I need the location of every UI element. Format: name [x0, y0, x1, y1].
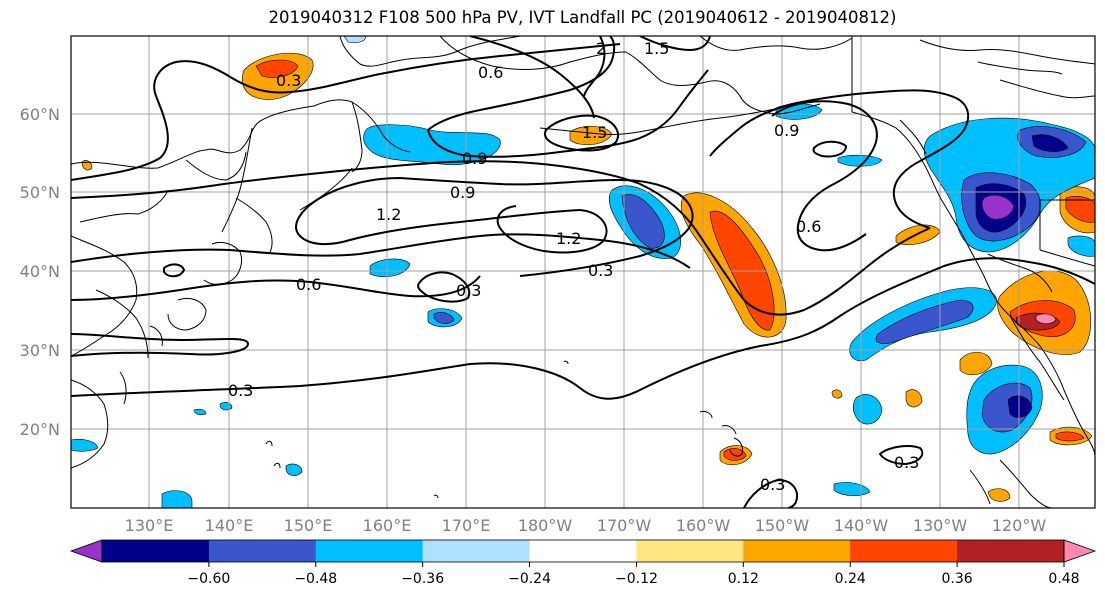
page-title: 2019040312 F108 500 hPa PV, IVT Landfall… — [268, 8, 897, 27]
colorbar-tick-label: −0.36 — [401, 571, 444, 587]
shaded-anomalies — [71, 36, 1095, 508]
colorbar-segment — [957, 540, 1065, 562]
colorbar-segment — [422, 540, 531, 562]
colorbar-tick-label: −0.60 — [187, 571, 230, 587]
contour-label: 0.6 — [296, 275, 321, 294]
contour-label: 0.3 — [894, 453, 919, 472]
lon-label: 170°W — [597, 516, 652, 535]
contour-label: 1.2 — [376, 205, 401, 224]
colorbar-extend-left — [69, 539, 103, 563]
colorbar-frame — [101, 539, 1065, 563]
lat-label: 60°N — [20, 105, 60, 124]
contour-labels: 0.3 0.6 2 1.5 1.5 0.9 0.9 1.2 1.2 0.6 0.… — [228, 39, 919, 494]
coastlines — [71, 36, 1095, 508]
contour-label: 0.3 — [588, 261, 613, 280]
colorbar-segment — [850, 540, 958, 562]
colorbar-tick-label: 0.12 — [728, 571, 759, 587]
map-frame — [70, 35, 1096, 509]
contour-label: 0.3 — [456, 281, 481, 300]
colorbar-extend-right — [1063, 539, 1097, 563]
colorbar-segment — [208, 540, 317, 562]
contour-label: 1.2 — [556, 229, 581, 248]
contour-label: 0.9 — [774, 121, 799, 140]
colorbar-tick-label: −0.48 — [294, 571, 337, 587]
lat-label: 30°N — [20, 341, 60, 360]
colorbar-segment — [529, 540, 637, 562]
contour-label: 0.3 — [760, 475, 785, 494]
contour-label: 2 — [596, 39, 606, 58]
colorbar-tick-label: −0.12 — [615, 571, 658, 587]
colorbar-segment — [636, 540, 744, 562]
contour-label: 1.5 — [644, 39, 669, 58]
lat-label: 50°N — [20, 183, 60, 202]
colorbar-tick-label: 0.36 — [942, 571, 973, 587]
lon-label: 150°W — [755, 516, 810, 535]
contour-label: 1.5 — [582, 123, 607, 142]
pv-contours — [71, 36, 1095, 508]
lon-label: 160°E — [363, 516, 412, 535]
lon-label: 160°W — [676, 516, 731, 535]
lon-label: 130°W — [913, 516, 968, 535]
colorbar-tick-label: −0.24 — [508, 571, 551, 587]
map-area: 0.3 0.6 2 1.5 1.5 0.9 0.9 1.2 1.2 0.6 0.… — [71, 36, 1095, 508]
lon-label: 140°E — [205, 516, 254, 535]
lon-label: 140°W — [834, 516, 889, 535]
lon-label: 120°W — [992, 516, 1047, 535]
colorbar-segment — [102, 540, 210, 562]
colorbar-segment — [743, 540, 851, 562]
colorbar-tick-label: 0.48 — [1048, 571, 1079, 587]
lat-label: 40°N — [20, 262, 60, 281]
lon-label: 130°E — [125, 516, 174, 535]
contour-label: 0.3 — [276, 71, 301, 90]
contour-label: 0.3 — [228, 381, 253, 400]
longitude-labels: 130°E 140°E 150°E 160°E 170°E 180°W 170°… — [125, 516, 1047, 535]
colorbar-tick-label: 0.24 — [835, 571, 866, 587]
colorbar-segment — [315, 540, 424, 562]
contour-label: 0.9 — [450, 183, 475, 202]
lon-label: 150°E — [284, 516, 333, 535]
contour-label: 0.6 — [796, 217, 821, 236]
lon-label: 170°E — [442, 516, 491, 535]
latitude-labels: 60°N 50°N 40°N 30°N 20°N — [20, 105, 60, 439]
graticule — [71, 36, 1095, 508]
lon-label: 180°W — [518, 516, 573, 535]
colorbar: −0.60 −0.48 −0.36 −0.24 −0.12 0.12 0.24 0.36 0.4… — [69, 539, 1097, 587]
contour-label: 0.6 — [478, 63, 503, 82]
lat-label: 20°N — [20, 420, 60, 439]
contour-label: 0.9 — [462, 149, 487, 168]
